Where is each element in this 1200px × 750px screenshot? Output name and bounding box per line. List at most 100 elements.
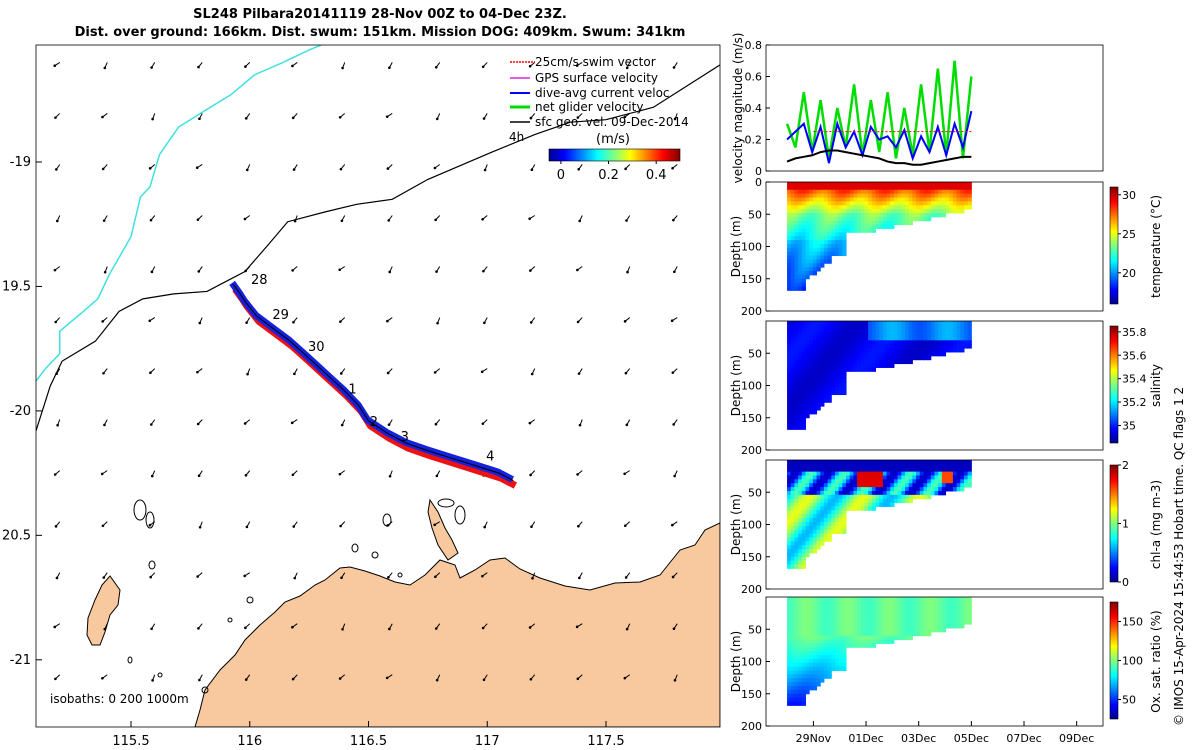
heatmap-cell bbox=[809, 529, 814, 535]
heatmap-cell bbox=[794, 236, 799, 241]
heatmap-cell bbox=[886, 471, 891, 476]
heatmap-cell bbox=[934, 197, 939, 202]
heatmap-cell bbox=[945, 471, 950, 476]
heatmap-cell bbox=[787, 243, 792, 249]
heatmap-cell bbox=[934, 344, 939, 349]
isobath-label: isobaths: 0 200 1000m bbox=[50, 692, 189, 706]
heatmap-cell bbox=[787, 697, 792, 702]
heatmap-cell bbox=[790, 236, 795, 241]
heatmap-cell bbox=[853, 620, 858, 625]
velocity-arrowhead bbox=[577, 524, 580, 528]
heatmap-cell bbox=[952, 467, 958, 473]
heatmap-cell bbox=[890, 212, 895, 218]
heatmap-cell bbox=[827, 624, 832, 629]
heatmap-cell bbox=[823, 460, 829, 465]
heatmap-cell bbox=[812, 197, 818, 202]
heatmap-cell bbox=[805, 545, 810, 550]
heatmap-cell bbox=[923, 351, 928, 357]
heatmap-cell bbox=[871, 324, 877, 330]
heatmap-cell bbox=[945, 463, 950, 469]
heatmap-cell bbox=[805, 510, 810, 515]
cbar-tick-label: 35.4 bbox=[1122, 373, 1147, 386]
heatmap-cell bbox=[834, 506, 840, 511]
heatmap-cell bbox=[798, 674, 803, 679]
heatmap-cell bbox=[805, 662, 810, 668]
heatmap-cell bbox=[919, 185, 924, 191]
heatmap-cell bbox=[949, 597, 954, 602]
heatmap-cell bbox=[809, 232, 814, 237]
heatmap-cell bbox=[871, 197, 877, 202]
heatmap-cell bbox=[809, 487, 814, 492]
heatmap-cell bbox=[834, 666, 840, 672]
heatmap-cell bbox=[816, 328, 821, 334]
heatmap-cell bbox=[890, 216, 895, 222]
heatmap-cell bbox=[886, 321, 891, 326]
heatmap-cell bbox=[794, 259, 799, 264]
heatmap-cell bbox=[805, 518, 810, 523]
heatmap-cell bbox=[930, 182, 935, 187]
heatmap-cell bbox=[790, 332, 795, 337]
heatmap-cell bbox=[823, 467, 829, 473]
heatmap-cell bbox=[790, 475, 795, 480]
heatmap-cell bbox=[952, 616, 958, 621]
heatmap-cell bbox=[790, 425, 795, 430]
heatmap-cell bbox=[823, 324, 829, 330]
heatmap-cell bbox=[809, 506, 814, 511]
heatmap-cell bbox=[820, 243, 825, 249]
velocity-arrowhead bbox=[54, 116, 57, 119]
heatmap-cell bbox=[809, 263, 814, 268]
heatmap-cell bbox=[831, 662, 836, 668]
heatmap-cell bbox=[838, 243, 843, 249]
heatmap-cell bbox=[879, 216, 884, 222]
heatmap-cell bbox=[816, 228, 821, 233]
heatmap-cell bbox=[849, 608, 854, 613]
heatmap-cell bbox=[787, 616, 792, 621]
heatmap-cell bbox=[823, 240, 829, 245]
day-label: 2 bbox=[370, 415, 378, 430]
heatmap-cell bbox=[823, 247, 829, 253]
heatmap-cell bbox=[871, 224, 877, 229]
heatmap-cell bbox=[905, 328, 910, 334]
heatmap-cell bbox=[849, 359, 854, 365]
heatmap-cell bbox=[798, 189, 803, 195]
heatmap-cell bbox=[901, 359, 906, 365]
heatmap-cell bbox=[945, 193, 950, 198]
vel-y-tick-label: 0.6 bbox=[745, 71, 763, 84]
heatmap-cell bbox=[842, 344, 847, 349]
heatmap-cell bbox=[938, 332, 943, 337]
heatmap-cell bbox=[838, 467, 843, 473]
heatmap-cell bbox=[787, 529, 792, 535]
heatmap-cell bbox=[846, 212, 851, 218]
heatmap-cell bbox=[916, 483, 921, 488]
heatmap-cell bbox=[912, 185, 917, 191]
velocity-arrowhead bbox=[198, 117, 201, 121]
heatmap-cell bbox=[801, 232, 806, 237]
heatmap-cell bbox=[857, 471, 862, 476]
heatmap-cell bbox=[812, 467, 818, 473]
velocity-arrowhead bbox=[575, 625, 579, 629]
heatmap-cell bbox=[930, 209, 935, 214]
heatmap-cell bbox=[945, 483, 950, 488]
heatmap-cell bbox=[812, 247, 818, 253]
heatmap-cell bbox=[809, 682, 814, 687]
heatmap-cell bbox=[860, 197, 865, 202]
heatmap-cell bbox=[809, 398, 814, 403]
heatmap-cell bbox=[794, 697, 799, 702]
heatmap-cell bbox=[790, 274, 795, 280]
heatmap-cell bbox=[897, 209, 902, 214]
heatmap-cell bbox=[853, 185, 858, 191]
heatmap-cell bbox=[860, 332, 865, 337]
heatmap-cell bbox=[886, 608, 891, 613]
heatmap-cell bbox=[960, 597, 965, 602]
heatmap-cell bbox=[809, 220, 814, 226]
velocity-arrowhead bbox=[151, 117, 154, 121]
heatmap-cell bbox=[823, 510, 829, 515]
heatmap-cell bbox=[842, 620, 847, 625]
heatmap-cell bbox=[820, 367, 825, 372]
heatmap-cell bbox=[967, 463, 972, 469]
velocity-arrowhead bbox=[148, 319, 152, 323]
heatmap-cell bbox=[960, 328, 965, 334]
reef-9 bbox=[371, 551, 379, 559]
heatmap-cell bbox=[827, 510, 832, 515]
heatmap-cell bbox=[908, 359, 913, 365]
